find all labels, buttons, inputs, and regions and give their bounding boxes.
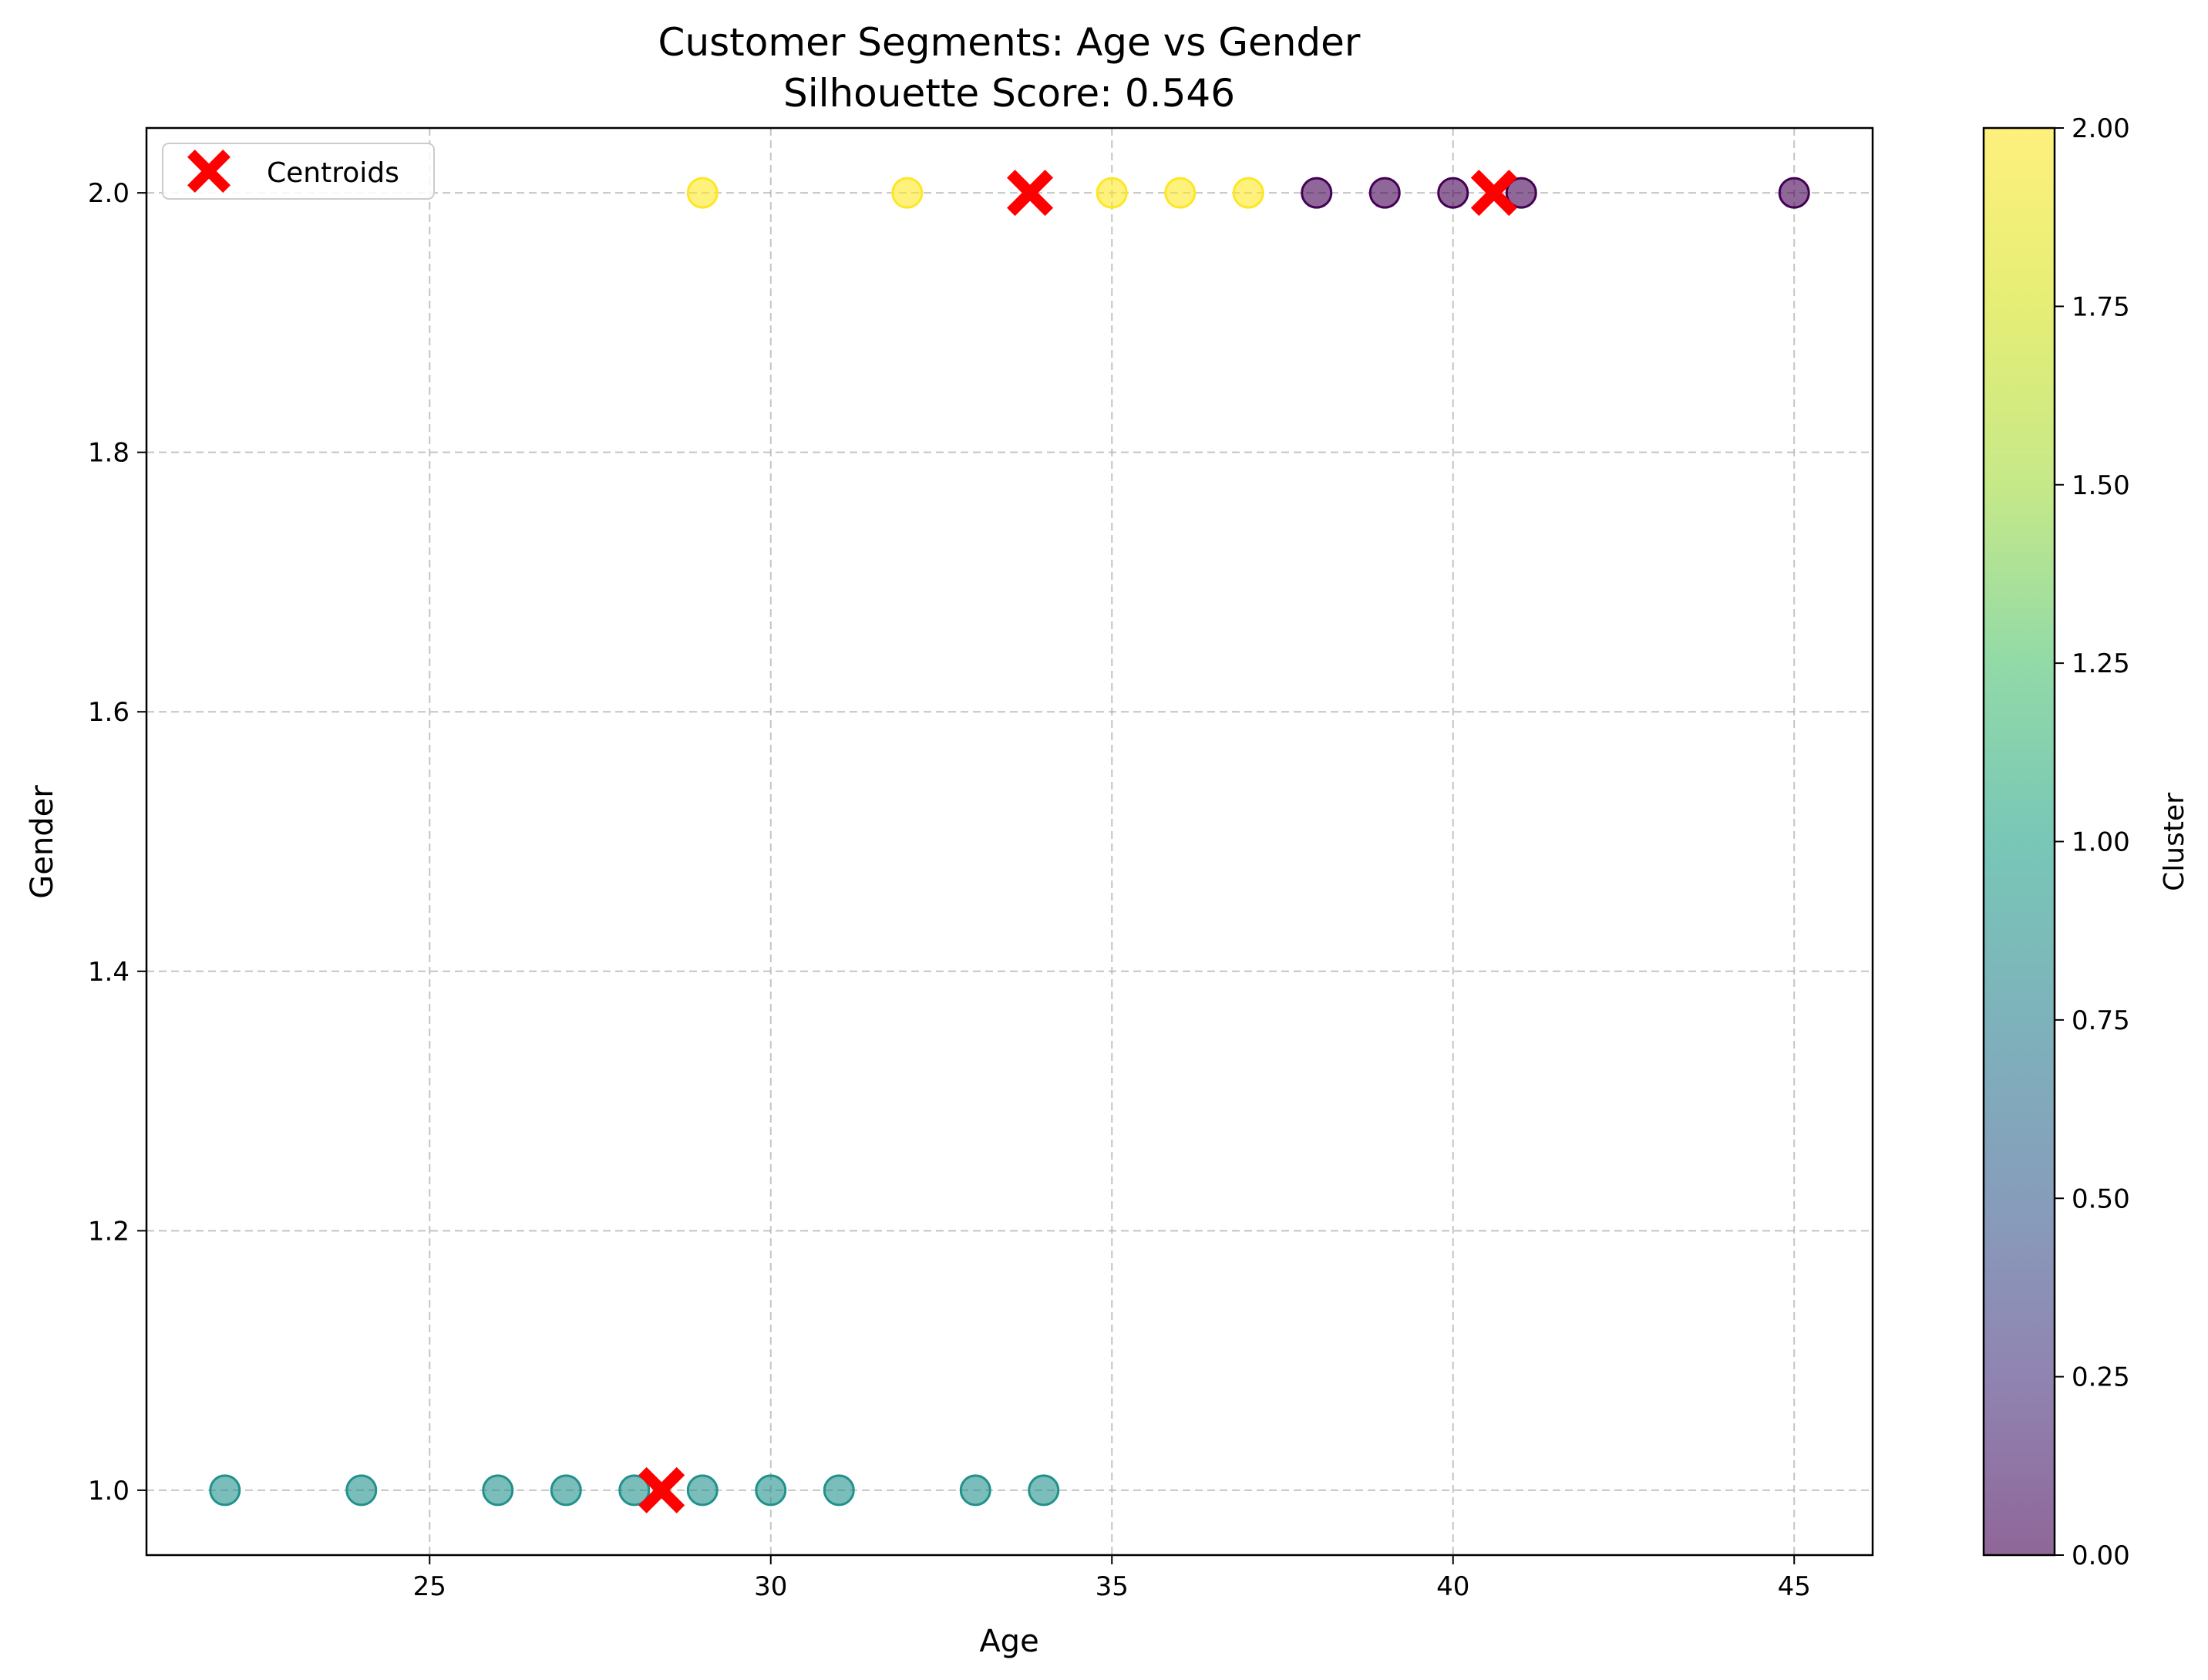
- data-point: [1164, 177, 1197, 209]
- y-tick-label: 1.8: [88, 438, 130, 469]
- x-axis-ticks: 25 30 35 40 45: [413, 1555, 1811, 1602]
- colorbar-label: Cluster: [2159, 793, 2190, 891]
- y-axis-label: Gender: [25, 785, 60, 899]
- y-tick-label: 2.0: [88, 178, 130, 209]
- chart-title: Customer Segments: Age vs Gender: [658, 20, 1361, 65]
- data-point: [755, 1474, 787, 1507]
- colorbar-tick-label: 0.75: [2072, 1005, 2130, 1036]
- data-point: [959, 1474, 991, 1507]
- centroid-marker: [1007, 170, 1054, 217]
- x-tick-label: 25: [413, 1571, 446, 1602]
- plot-frame: [145, 126, 1874, 1557]
- colorbar: 0.00 0.25 0.50 0.75 1.00 1.25 1.50 1.75 2.00 Clu…: [1982, 113, 2190, 1571]
- x-axis-label: Age: [979, 1624, 1038, 1659]
- colorbar-tick-label: 1.75: [2072, 291, 2130, 322]
- legend: Centroids: [162, 143, 435, 200]
- data-point: [345, 1474, 378, 1507]
- colorbar-tick-label: 0.50: [2072, 1183, 2130, 1214]
- data-point: [482, 1474, 514, 1507]
- data-point: [1028, 1474, 1060, 1507]
- data-point: [1778, 177, 1810, 209]
- data-point: [550, 1474, 582, 1507]
- x-tick-label: 35: [1096, 1571, 1129, 1602]
- colorbar-tick-label: 1.25: [2072, 648, 2130, 679]
- colorbar-tick-label: 0.25: [2072, 1362, 2130, 1393]
- y-axis-ticks: 1.0 1.2 1.4 1.6 1.8 2.0: [88, 178, 146, 1507]
- data-point: [686, 1474, 719, 1507]
- data-point: [1301, 177, 1333, 209]
- colorbar-tick-label: 2.00: [2072, 113, 2130, 144]
- y-tick-label: 1.2: [88, 1216, 130, 1247]
- colorbar-tick-label: 0.00: [2072, 1540, 2130, 1571]
- data-point: [209, 1474, 241, 1507]
- centroid-markers: [638, 170, 1517, 1513]
- data-point: [1096, 177, 1128, 209]
- colorbar-ticks: 0.00 0.25 0.50 0.75 1.00 1.25 1.50 1.75 2.00: [2055, 113, 2130, 1571]
- chart-subtitle: Silhouette Score: 0.546: [783, 71, 1235, 116]
- y-tick-label: 1.0: [88, 1476, 130, 1507]
- legend-entry-centroids: Centroids: [267, 157, 399, 189]
- y-tick-label: 1.6: [88, 697, 130, 728]
- data-point: [823, 1474, 855, 1507]
- data-point: [1368, 177, 1401, 209]
- data-point: [1437, 177, 1469, 209]
- x-tick-label: 40: [1436, 1571, 1469, 1602]
- data-point: [891, 177, 924, 209]
- colorbar-tick-label: 1.50: [2072, 470, 2130, 501]
- data-point: [1505, 177, 1537, 209]
- colorbar-tick-label: 1.00: [2072, 827, 2130, 858]
- data-point: [618, 1474, 651, 1507]
- grid-lines: [146, 128, 1873, 1555]
- x-tick-label: 30: [754, 1571, 787, 1602]
- centroid-marker: [638, 1466, 685, 1513]
- data-point: [1232, 177, 1264, 209]
- legend-box: [162, 143, 435, 200]
- legend-centroid-marker: [187, 150, 231, 193]
- centroid-marker: [1470, 170, 1517, 217]
- data-point: [686, 177, 719, 209]
- data-points: [209, 177, 1810, 1507]
- colorbar-gradient: [1982, 126, 2056, 1557]
- y-tick-label: 1.4: [88, 957, 130, 988]
- legend-centroid-x-icon: [187, 150, 231, 193]
- x-tick-label: 45: [1778, 1571, 1811, 1602]
